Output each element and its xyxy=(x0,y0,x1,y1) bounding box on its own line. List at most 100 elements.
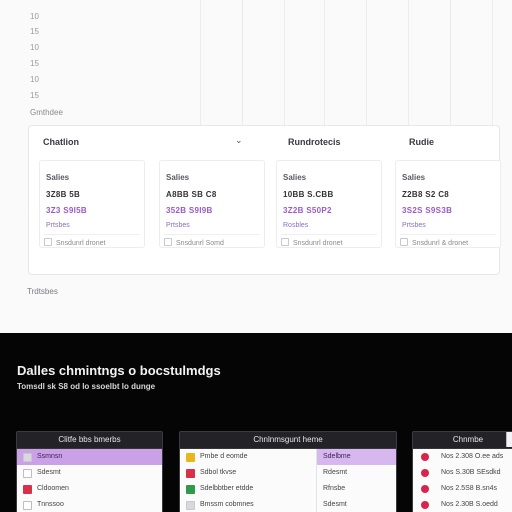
checkbox-icon[interactable] xyxy=(281,238,289,246)
menu-item[interactable]: Sdelbme xyxy=(317,449,396,465)
gridline xyxy=(242,0,243,130)
list-item[interactable]: Ssmnsn xyxy=(17,449,162,465)
list-item-label: Nos 2.308 O.ee ads xyxy=(441,453,504,460)
column-header[interactable]: Chatlion xyxy=(43,137,79,147)
plan-card[interactable]: Salies 3Z8B 5B 3Z3 S9I5B Prtsbes Snsdunr… xyxy=(39,160,145,248)
list-item[interactable]: Sdesmt xyxy=(17,465,162,481)
menu-item[interactable]: Rdesmt xyxy=(323,469,348,476)
list-item[interactable]: Sdbol tkvse xyxy=(180,465,312,481)
window-corner xyxy=(506,432,512,447)
status-icon xyxy=(186,453,195,462)
card-link[interactable]: Prtsbes xyxy=(166,222,190,229)
divider xyxy=(164,234,260,235)
checkbox-label: Snsdunrl Somd xyxy=(176,240,224,247)
window-title: Chnmbe xyxy=(413,432,512,449)
window-body: Nos 2.308 O.ee ads Nos S.30B SEsdkd Nos … xyxy=(413,449,512,512)
card-value: 10BB S.CBB xyxy=(283,190,334,199)
gridline xyxy=(366,0,367,130)
column-header[interactable]: Rundrotecis xyxy=(288,137,341,147)
card-checkbox[interactable]: Snsdunrl dronet xyxy=(281,238,342,247)
status-dot-icon xyxy=(421,469,429,477)
axis-tick: 10 xyxy=(30,12,39,21)
card-link[interactable]: Prtsbes xyxy=(402,222,426,229)
list-item-label: Sdesmt xyxy=(37,469,61,476)
list-item[interactable]: Bmssm cobmnes xyxy=(180,497,312,512)
footer-note: Trdtsbes xyxy=(27,287,58,296)
card-value: 3Z8B 5B xyxy=(46,190,81,199)
section-title: Dalles chmintngs o bocstulmdgs xyxy=(17,363,221,378)
list-item[interactable]: Nos 2.308 O.ee ads xyxy=(413,449,512,465)
card-checkbox[interactable]: Snsdunrl & dronet xyxy=(400,238,468,247)
list-item-label: Pmbe d eomde xyxy=(200,453,248,460)
list-item-label: Nos 2.5S8 B.sn4s xyxy=(441,485,498,492)
checkbox-icon[interactable] xyxy=(23,469,32,478)
column-rudie: Rudie Salies Z2B8 S2 C8 3S2S S9S3B Prtsb… xyxy=(385,126,503,274)
list-item-label: Sdelbbtber etdde xyxy=(200,485,254,492)
card-link[interactable]: Prtsbes xyxy=(46,222,70,229)
status-dot-icon xyxy=(421,453,429,461)
plan-card[interactable]: Salies Z2B8 S2 C8 3S2S S9S3B Prtsbes Sns… xyxy=(395,160,501,248)
list-item-label: Cldoomen xyxy=(37,485,69,492)
card-checkbox[interactable]: Snsdunrl Somd xyxy=(164,238,224,247)
gridline xyxy=(450,0,451,130)
checkbox-label: Snsdunrl & dronet xyxy=(412,240,469,247)
menu-item[interactable]: Sdesmt xyxy=(323,501,347,508)
card-value: Z2B8 S2 C8 xyxy=(402,190,450,199)
list-item[interactable]: Pmbe d eomde xyxy=(180,449,312,465)
checkbox-icon[interactable] xyxy=(23,453,32,462)
column-header[interactable]: Rudie xyxy=(409,137,435,147)
checkbox-icon[interactable] xyxy=(23,501,32,510)
column-rundrotecis: Rundrotecis Salies 10BB S.CBB 3Z2B S50P2… xyxy=(266,126,384,274)
dark-section: Dalles chmintngs o bocstulmdgs Tomsdl sk… xyxy=(0,333,512,512)
axis-tick: 15 xyxy=(30,91,39,100)
checkbox-icon[interactable] xyxy=(44,238,52,246)
list-item[interactable]: Nos S.30B SEsdkd xyxy=(413,465,512,481)
window-body: Pmbe d eomde Sdbol tkvse Sdelbbtber etdd… xyxy=(180,449,396,512)
gridline xyxy=(324,0,325,130)
status-dot-icon xyxy=(421,501,429,509)
list-item-label: Sdbol tkvse xyxy=(200,469,237,476)
section-subtitle: Tomsdl sk S8 od lo ssoelbt lo dunge xyxy=(17,382,156,391)
card-accent-value: 3Z3 S9I5B xyxy=(46,206,87,215)
column-2: Salies A8BB SB C8 352B S9I9B Prtsbes Sns… xyxy=(149,126,267,274)
list-item-label: Nos 2.30B S.oedd xyxy=(441,501,498,508)
checkbox-icon[interactable] xyxy=(23,485,32,494)
window-menu: Sdelbme Rdesmt Rfnsbe Sdesmt xyxy=(316,449,396,512)
status-icon xyxy=(186,485,195,494)
card-accent-value: 352B S9I9B xyxy=(166,206,213,215)
card-label: Salies xyxy=(283,173,307,182)
card-link[interactable]: Rosbles xyxy=(283,222,309,229)
status-dot-icon xyxy=(421,485,429,493)
axis-tick: 10 xyxy=(30,75,39,84)
pricing-panel: Chatlion ⌄ Salies 3Z8B 5B 3Z3 S9I5B Prts… xyxy=(28,125,503,275)
window-title: Chnlnmsgunt heme xyxy=(180,432,396,449)
list-item[interactable]: Tnnssoo xyxy=(17,497,162,512)
plan-card[interactable]: Salies A8BB SB C8 352B S9I9B Prtsbes Sns… xyxy=(159,160,265,248)
preview-window-1: Clitfe bbs bmerbs Ssmnsn Sdesmt Cldoomen… xyxy=(16,431,163,512)
window-list: Pmbe d eomde Sdbol tkvse Sdelbbtber etdd… xyxy=(180,449,312,512)
gridline xyxy=(200,0,201,130)
chart-area: 10 15 10 15 10 15 Gmthdee Chatlion ⌄ Sal… xyxy=(27,0,503,296)
checkbox-label: Snsdunrl dronet xyxy=(293,240,343,247)
list-item[interactable]: Cldoomen xyxy=(17,481,162,497)
checkbox-icon[interactable] xyxy=(164,238,172,246)
card-accent-value: 3S2S S9S3B xyxy=(402,206,453,215)
column-chatlion: Chatlion ⌄ Salies 3Z8B 5B 3Z3 S9I5B Prts… xyxy=(29,126,243,274)
card-label: Salies xyxy=(166,173,190,182)
status-icon xyxy=(186,501,195,510)
menu-item[interactable]: Rfnsbe xyxy=(323,485,346,492)
plan-card[interactable]: Salies 10BB S.CBB 3Z2B S50P2 Rosbles Sns… xyxy=(276,160,382,248)
list-item-label: Ssmnsn xyxy=(37,453,63,460)
divider xyxy=(281,234,377,235)
card-checkbox[interactable]: Snsdunrl dronet xyxy=(44,238,105,247)
list-item[interactable]: Sdelbbtber etdde xyxy=(180,481,312,497)
gridline xyxy=(408,0,409,130)
list-item-label: Bmssm cobmnes xyxy=(200,501,254,508)
preview-window-2: Chnlnmsgunt heme Pmbe d eomde Sdbol tkvs… xyxy=(179,431,397,512)
card-label: Salies xyxy=(402,173,426,182)
checkbox-icon[interactable] xyxy=(400,238,408,246)
list-item[interactable]: Nos 2.5S8 B.sn4s xyxy=(413,481,512,497)
gridline xyxy=(492,0,493,130)
list-item[interactable]: Nos 2.30B S.oedd xyxy=(413,497,512,512)
window-body: Ssmnsn Sdesmt Cldoomen Tnnssoo xyxy=(17,449,162,512)
